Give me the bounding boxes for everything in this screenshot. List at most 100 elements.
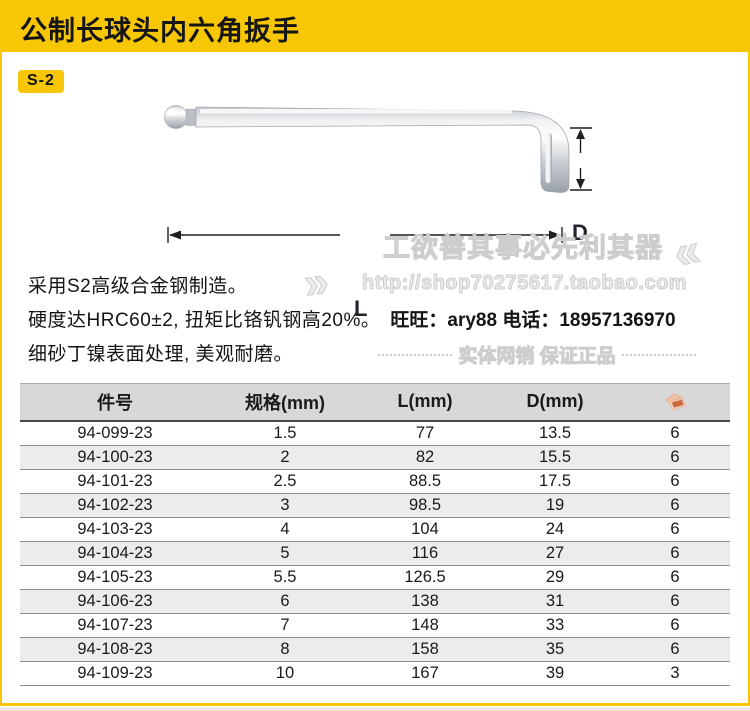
watermark-tagline-text: 实体网销 保证正品 (458, 346, 616, 368)
dim-length-label: L (354, 296, 368, 321)
table-row: 94-108-23 8 158 35 6 (20, 637, 730, 662)
cell-part: 94-108-23 (20, 637, 210, 662)
dotted-divider (621, 353, 696, 356)
cell-qty: 6 (620, 565, 730, 590)
seller-contact: 旺旺：ary88 电话：18957136970 (390, 310, 676, 331)
ball-end-hex-wrench-drawing (164, 105, 592, 243)
left-accent-border (0, 0, 2, 706)
dim-arrow-right (549, 230, 561, 240)
dotted-divider (378, 353, 453, 356)
table-row: 94-101-23 2.5 88.5 17.5 6 (20, 469, 730, 494)
chevron-right-watermark-icon: » (300, 256, 332, 309)
table-row: 94-103-23 4 104 24 6 (20, 517, 730, 542)
watermark-slogan: 工欲善其事必先利其器 (383, 233, 663, 264)
cell-part: 94-109-23 (20, 661, 210, 686)
col-header-diameter: D(mm) (490, 383, 620, 422)
cell-qty: 3 (620, 661, 730, 686)
cell-qty: 6 (620, 541, 730, 566)
cell-part: 94-105-23 (20, 565, 210, 590)
table-row: 94-106-23 6 138 31 6 (20, 589, 730, 614)
cell-length: 167 (360, 661, 490, 686)
page-title: 公制长球头内六角扳手 (20, 16, 300, 46)
dim-length-lines (167, 227, 563, 243)
cell-part: 94-099-23 (20, 420, 210, 446)
cell-diameter: 31 (490, 589, 620, 614)
watermark-tagline: 实体网销 保证正品 (372, 341, 702, 368)
cell-qty: 6 (620, 517, 730, 542)
table-row: 94-100-23 2 82 15.5 6 (20, 445, 730, 470)
col-header-size: 规格(mm) (210, 383, 360, 422)
cell-diameter: 15.5 (490, 445, 620, 470)
cell-size: 5 (210, 541, 360, 566)
col-header-part-no: 件号 (20, 383, 210, 422)
cell-diameter: 27 (490, 541, 620, 566)
title-bar: 公制长球头内六角扳手 (0, 0, 750, 52)
col-header-length: L(mm) (360, 383, 490, 422)
cell-length: 77 (360, 420, 490, 446)
cell-diameter: 39 (490, 661, 620, 686)
cell-diameter: 35 (490, 637, 620, 662)
cell-length: 148 (360, 613, 490, 638)
dim-arrow-left (169, 230, 181, 240)
description-line-2-text: 硬度达HRC60±2, 扭矩比铬钒钢高20%。 (28, 310, 381, 331)
table-row: 94-099-23 1.5 77 13.5 6 (20, 420, 730, 446)
wrench-body (195, 106, 570, 193)
spec-table-header: 件号 规格(mm) L(mm) D(mm) (20, 383, 730, 422)
cell-size: 4 (210, 517, 360, 542)
description-line-2: 硬度达HRC60±2, 扭矩比铬钒钢高20%。 旺旺：ary88 电话：18957… (28, 305, 676, 332)
cell-length: 158 (360, 637, 490, 662)
bottom-page-edge (0, 707, 750, 711)
cell-diameter: 19 (490, 493, 620, 518)
cell-size: 8 (210, 637, 360, 662)
cell-length: 138 (360, 589, 490, 614)
cell-size: 5.5 (210, 565, 360, 590)
cell-part: 94-100-23 (20, 445, 210, 470)
cell-qty: 6 (620, 445, 730, 470)
wrench-diagram: L D (0, 75, 750, 321)
right-accent-border (748, 0, 750, 706)
cell-diameter: 24 (490, 517, 620, 542)
cell-size: 3 (210, 493, 360, 518)
open-box-icon (663, 391, 688, 411)
dim-arrow-up (576, 129, 585, 139)
cell-qty: 6 (620, 469, 730, 494)
table-row: 94-109-23 10 167 39 3 (20, 661, 730, 686)
dim-arrow-down (576, 179, 585, 189)
cell-size: 6 (210, 589, 360, 614)
bottom-accent-border (2, 703, 748, 706)
cell-part: 94-104-23 (20, 541, 210, 566)
description-line-3: 细砂丁镍表面处理, 美观耐磨。 (28, 344, 294, 365)
cell-part: 94-107-23 (20, 613, 210, 638)
cell-length: 82 (360, 445, 490, 470)
cell-length: 98.5 (360, 493, 490, 518)
spec-table: 件号 规格(mm) L(mm) D(mm) 94-099-23 1.5 77 13.5… (20, 383, 730, 686)
cell-part: 94-101-23 (20, 469, 210, 494)
cell-qty: 6 (620, 637, 730, 662)
table-row: 94-104-23 5 116 27 6 (20, 541, 730, 566)
cell-part: 94-103-23 (20, 517, 210, 542)
cell-diameter: 33 (490, 613, 620, 638)
cell-size: 10 (210, 661, 360, 686)
cell-size: 1.5 (210, 420, 360, 446)
cell-diameter: 17.5 (490, 469, 620, 494)
watermark-shop-url: http://shop70275617.taobao.com (361, 272, 688, 295)
spec-table-body: 94-099-23 1.5 77 13.5 6 94-100-23 2 82 15.5 6 94… (20, 420, 730, 686)
dim-diameter-label: D (572, 220, 588, 245)
cell-length: 88.5 (360, 469, 490, 494)
cell-part: 94-102-23 (20, 493, 210, 518)
cell-qty: 6 (620, 589, 730, 614)
col-header-qty (620, 383, 730, 422)
cell-length: 104 (360, 517, 490, 542)
table-row: 94-105-23 5.5 126.5 29 6 (20, 565, 730, 590)
description-line-1: 采用S2高级合金钢制造。 (28, 276, 248, 297)
cell-length: 126.5 (360, 565, 490, 590)
model-badge: S-2 (18, 70, 64, 93)
cell-qty: 6 (620, 493, 730, 518)
cell-diameter: 29 (490, 565, 620, 590)
cell-size: 7 (210, 613, 360, 638)
cell-size: 2.5 (210, 469, 360, 494)
cell-part: 94-106-23 (20, 589, 210, 614)
cell-length: 116 (360, 541, 490, 566)
ball-end (164, 105, 188, 129)
